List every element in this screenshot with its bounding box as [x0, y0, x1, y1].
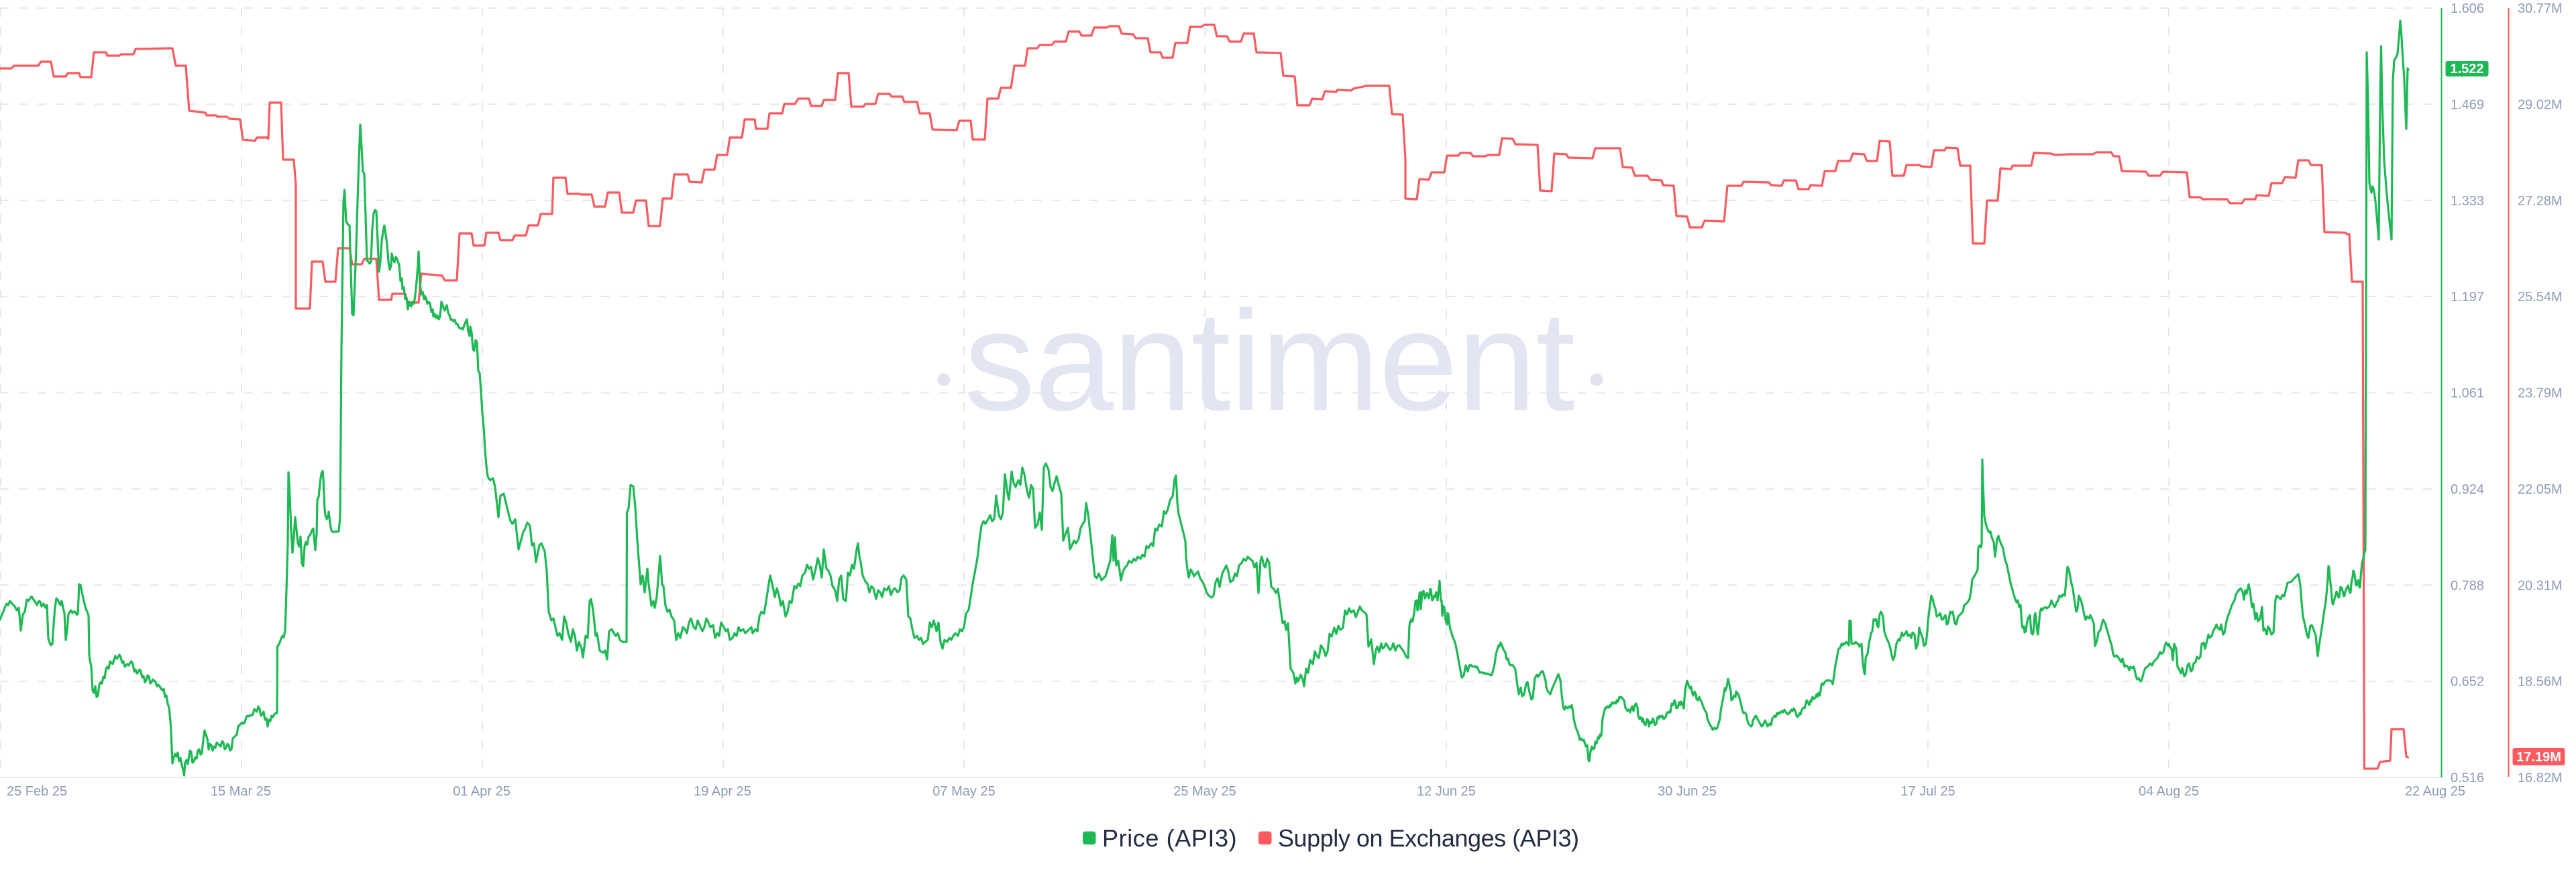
svg-text:1.061: 1.061: [2451, 386, 2484, 401]
svg-text:18.56M: 18.56M: [2518, 675, 2563, 690]
svg-text:30 Jun 25: 30 Jun 25: [1658, 784, 1717, 799]
svg-text:07 May 25: 07 May 25: [932, 784, 995, 799]
svg-text:santiment: santiment: [964, 281, 1574, 440]
svg-text:15 Mar 25: 15 Mar 25: [211, 784, 271, 799]
svg-text:0.516: 0.516: [2451, 771, 2484, 785]
svg-text:17 Jul 25: 17 Jul 25: [1900, 784, 1955, 799]
svg-text:Supply on Exchanges (API3): Supply on Exchanges (API3): [1278, 824, 1579, 852]
svg-text:25.54M: 25.54M: [2518, 290, 2563, 305]
svg-text:0.924: 0.924: [2451, 482, 2484, 497]
svg-text:25 May 25: 25 May 25: [1173, 784, 1236, 799]
svg-text:12 Jun 25: 12 Jun 25: [1417, 784, 1476, 799]
svg-text:1.333: 1.333: [2451, 194, 2484, 209]
svg-text:0.652: 0.652: [2451, 675, 2484, 690]
svg-text:01 Apr 25: 01 Apr 25: [453, 784, 511, 799]
svg-text:17.19M: 17.19M: [2516, 750, 2561, 765]
svg-text:20.31M: 20.31M: [2518, 578, 2563, 593]
svg-text:23.79M: 23.79M: [2518, 386, 2563, 401]
svg-text:Price (API3): Price (API3): [1102, 824, 1237, 852]
svg-text:1.522: 1.522: [2450, 62, 2483, 76]
svg-text:16.82M: 16.82M: [2518, 771, 2563, 785]
svg-text:22 Aug 25: 22 Aug 25: [2405, 784, 2465, 799]
svg-text:1.197: 1.197: [2451, 290, 2484, 305]
svg-text:30.77M: 30.77M: [2518, 1, 2563, 16]
svg-text:19 Apr 25: 19 Apr 25: [694, 784, 751, 799]
svg-text:27.28M: 27.28M: [2518, 194, 2563, 209]
svg-text:22.05M: 22.05M: [2518, 482, 2563, 497]
svg-text:29.02M: 29.02M: [2518, 97, 2563, 112]
svg-text:1.469: 1.469: [2451, 97, 2484, 112]
svg-text:25 Feb 25: 25 Feb 25: [7, 784, 67, 799]
svg-text:1.606: 1.606: [2451, 1, 2484, 16]
svg-text:04 Aug 25: 04 Aug 25: [2139, 784, 2199, 799]
svg-text:0.788: 0.788: [2451, 578, 2484, 593]
